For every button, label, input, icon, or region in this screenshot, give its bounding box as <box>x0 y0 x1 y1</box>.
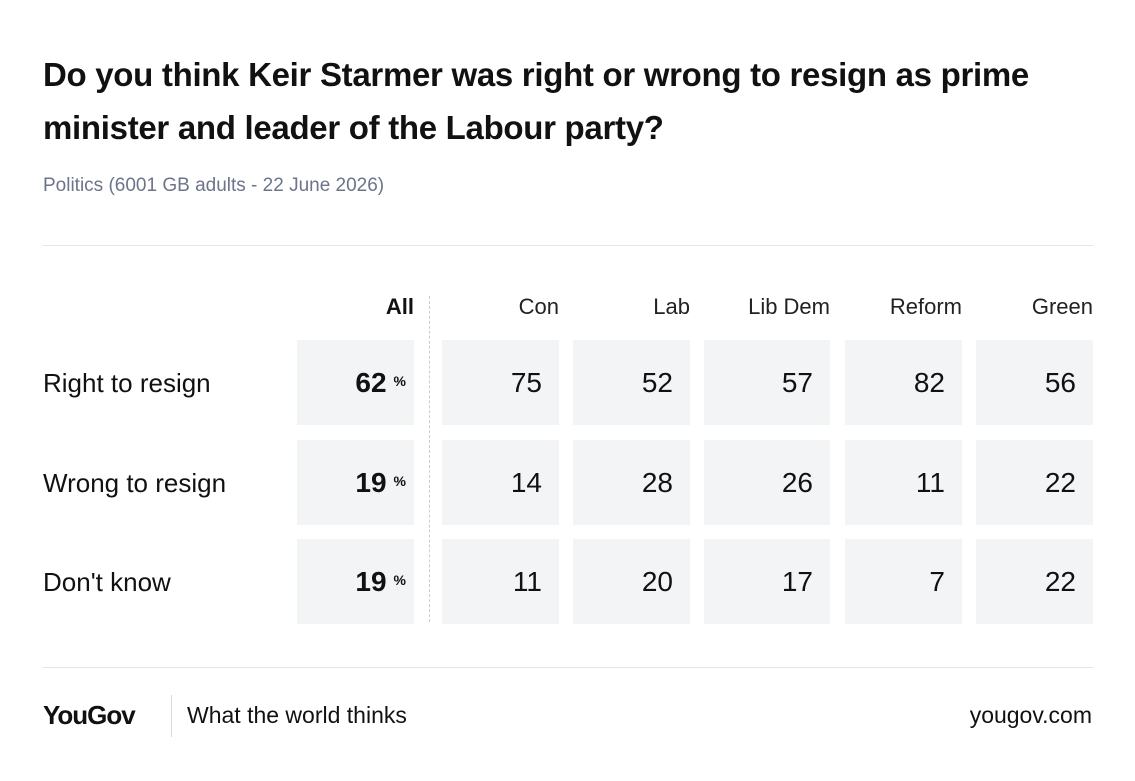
percent-unit: % <box>394 473 406 489</box>
cell-value: 22 <box>976 440 1093 525</box>
cell-all: 19% <box>297 440 414 525</box>
row-label: Don't know <box>43 567 171 598</box>
footer-tagline: What the world thinks <box>187 702 407 729</box>
cell-value: 82 <box>845 340 962 425</box>
cell-value: 56 <box>976 340 1093 425</box>
footer-separator <box>171 695 172 737</box>
column-header-con: Con <box>442 294 559 320</box>
cell-value: 7 <box>845 539 962 624</box>
cell-value: 52 <box>573 340 690 425</box>
column-header-lib-dem: Lib Dem <box>704 294 830 320</box>
cell-value: 20 <box>573 539 690 624</box>
cell-value: 22 <box>976 539 1093 624</box>
cell-value: 14 <box>442 440 559 525</box>
column-header-lab: Lab <box>573 294 690 320</box>
cell-all-value: 62 <box>355 367 386 399</box>
percent-unit: % <box>394 373 406 389</box>
cell-value: 28 <box>573 440 690 525</box>
cell-all: 62% <box>297 340 414 425</box>
cell-value: 26 <box>704 440 830 525</box>
cell-all-value: 19 <box>355 467 386 499</box>
bottom-divider <box>43 667 1093 668</box>
yougov-logo: YouGov <box>43 700 135 731</box>
cell-all-value: 19 <box>355 566 386 598</box>
cell-all: 19% <box>297 539 414 624</box>
cell-value: 17 <box>704 539 830 624</box>
footer-url: yougov.com <box>970 702 1092 729</box>
row-label: Wrong to resign <box>43 468 226 499</box>
column-header-reform: Reform <box>845 294 962 320</box>
row-label: Right to resign <box>43 368 211 399</box>
column-header-all: All <box>297 294 414 320</box>
cell-value: 11 <box>442 539 559 624</box>
cell-value: 11 <box>845 440 962 525</box>
cell-value: 75 <box>442 340 559 425</box>
cell-value: 57 <box>704 340 830 425</box>
percent-unit: % <box>394 572 406 588</box>
all-column-divider <box>429 296 430 622</box>
column-header-green: Green <box>976 294 1093 320</box>
